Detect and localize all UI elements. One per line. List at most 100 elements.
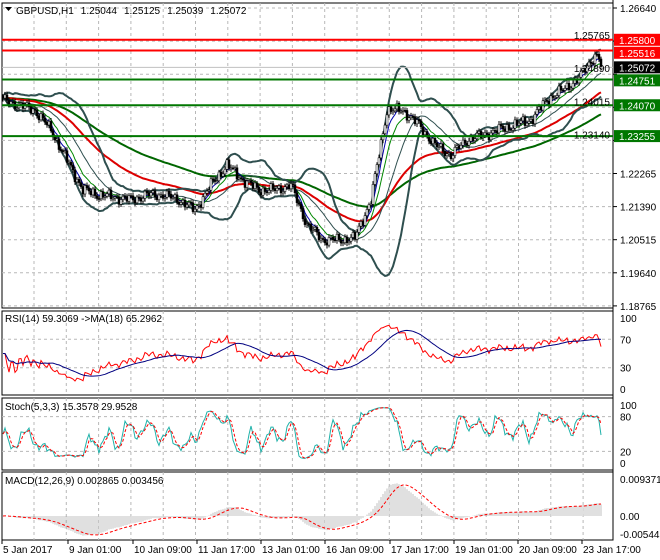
candle-body: [55, 138, 59, 141]
ohlc-open: 1.25044: [81, 6, 118, 17]
y-tick-label: 1.26640: [620, 4, 657, 15]
macd-title: MACD(12,26,9) 0.002865 0.003456: [5, 476, 164, 487]
candle-body: [7, 100, 11, 105]
candle-body: [551, 95, 555, 98]
ohlc-close: 1.25072: [210, 6, 247, 17]
candle-body: [213, 180, 217, 182]
candle-body: [239, 177, 243, 180]
candle-body: [495, 130, 499, 134]
y-tick-label: 1.19640: [620, 269, 657, 280]
candle-body: [41, 113, 45, 119]
candle-body: [555, 95, 559, 98]
candle-body: [507, 124, 511, 130]
candle-body: [119, 199, 123, 205]
candle-body: [335, 234, 339, 241]
support-level-tag: [614, 74, 660, 87]
macd-tick-label: 0.009371: [620, 475, 660, 486]
candle-body: [203, 193, 207, 198]
candle-body: [1, 95, 5, 99]
resistance-level-label: 1.25800: [619, 36, 656, 47]
candle-body: [211, 178, 215, 181]
candle-body: [291, 183, 295, 186]
x-tick-label: 10 Jan 09:00: [134, 545, 192, 556]
support-level-label: 1.23255: [619, 132, 656, 143]
candle-body: [331, 236, 335, 241]
rsi-ma-line: [3, 329, 602, 377]
candle-body: [179, 202, 183, 205]
candle-body: [95, 195, 99, 199]
candle-body: [415, 119, 419, 125]
candle-body: [557, 85, 561, 96]
candle-body: [153, 190, 157, 197]
candle-body: [503, 128, 507, 132]
candle-body: [103, 196, 107, 198]
candle-body: [529, 118, 533, 122]
candle-body: [145, 190, 149, 194]
candle-body: [59, 149, 63, 151]
candle-body: [569, 87, 573, 91]
candle-body: [225, 159, 229, 170]
candle-body: [127, 195, 131, 202]
candle-body: [249, 180, 253, 183]
candle-body: [327, 237, 331, 246]
candle-body: [141, 198, 145, 202]
candle-body: [101, 191, 105, 198]
candle-body: [439, 143, 443, 147]
candle-body: [159, 194, 163, 196]
candle-body: [597, 53, 601, 60]
candle-body: [9, 101, 13, 105]
candle-body: [187, 201, 191, 206]
candle-body: [33, 108, 37, 111]
candle-body: [11, 101, 15, 103]
symbol-title: GBPUSD,H1: [16, 6, 74, 17]
axes: 5 Jan 2017 9 Jan 01:00 10 Jan 09:00 11 Jan …: [1, 4, 660, 556]
price-panel[interactable]: [1, 38, 613, 277]
stoch-signal-line: [2, 407, 602, 459]
candle-body: [501, 125, 505, 130]
candle-body: [449, 152, 453, 159]
rsi-panel[interactable]: [3, 324, 602, 382]
candle-body: [477, 131, 481, 134]
candle-body: [195, 205, 199, 210]
candle-body: [595, 53, 599, 56]
candle-body: [87, 187, 91, 192]
candle-body: [235, 167, 239, 180]
candle-body: [553, 97, 557, 99]
candle-body: [535, 109, 539, 115]
stoch-tick-label: 80: [620, 413, 632, 424]
candle-body: [433, 138, 437, 144]
candle-body: [263, 187, 267, 192]
candle-body: [271, 183, 275, 190]
bid-price-label: 1.25072: [619, 63, 656, 74]
stoch-tick-label: 0: [620, 459, 626, 470]
candle-body: [171, 197, 175, 199]
candle-body: [257, 187, 261, 193]
rsi-tick-label: 0: [620, 385, 626, 396]
candle-body: [205, 190, 209, 194]
candle-body: [259, 192, 263, 196]
candle-body: [167, 190, 171, 195]
candle-body: [243, 179, 247, 188]
candle-body: [79, 182, 83, 187]
y-tick-label: 1.23140: [574, 130, 611, 141]
candle-body: [301, 208, 305, 220]
candle-body: [207, 189, 211, 192]
candle-body: [479, 131, 483, 138]
collapse-triangle-icon[interactable]: [5, 7, 12, 11]
candle-body: [525, 122, 529, 126]
candle-body: [333, 239, 337, 242]
ma-long-line: [3, 97, 602, 208]
y-tick-label: 1.24015: [574, 97, 611, 108]
candle-body: [469, 136, 473, 142]
stoch-panel[interactable]: [2, 407, 602, 459]
candle-body: [123, 196, 127, 198]
x-tick-label: 11 Jan 17:00: [198, 545, 256, 556]
ohlc-high: 1.25125: [124, 6, 161, 17]
candle-body: [571, 83, 575, 89]
bid-price-tag: [614, 61, 660, 74]
candle-body: [563, 88, 567, 91]
macd-panel[interactable]: [2, 483, 602, 536]
candle-body: [125, 196, 129, 202]
